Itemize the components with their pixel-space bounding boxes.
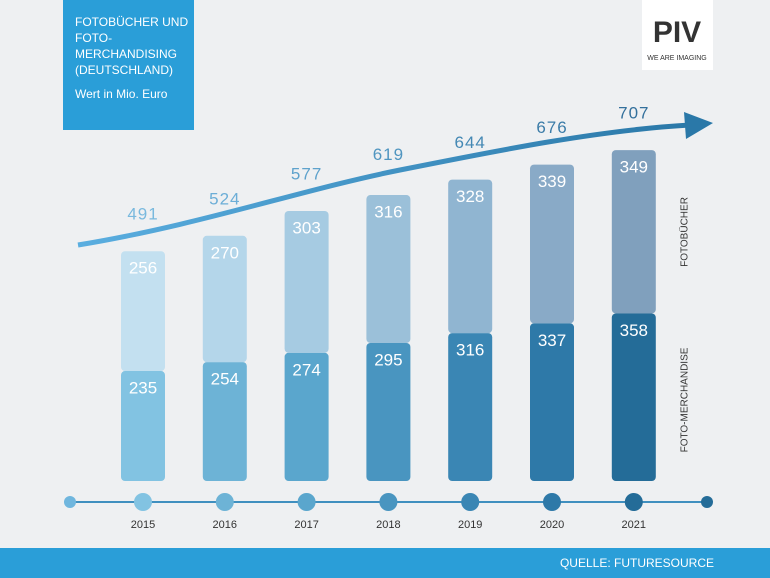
bar-segment <box>202 235 247 363</box>
timeline-dot <box>624 493 643 511</box>
data-label: 254 <box>211 370 239 389</box>
bar-segment <box>448 333 493 481</box>
footer-bar <box>0 548 770 578</box>
total-label: 491 <box>127 205 158 224</box>
source: QUELLE: FUTURESOURCE <box>560 556 714 570</box>
x-tick-label: 2015 <box>131 519 155 531</box>
total-label: 644 <box>455 133 486 152</box>
x-tick-label: 2018 <box>376 519 400 531</box>
arrow-head <box>684 112 713 139</box>
data-label: 339 <box>538 172 566 191</box>
data-label: 316 <box>374 203 402 222</box>
data-label: 235 <box>129 379 157 398</box>
data-label: 358 <box>620 321 648 340</box>
data-label: 295 <box>374 350 402 369</box>
data-label: 349 <box>620 158 648 177</box>
total-label: 577 <box>291 164 322 183</box>
legend-label: FOTO-MERCHANDISE <box>680 347 691 452</box>
chart-title: FOTOBÜCHER UND FOTO-MERCHANDISING (DEUTS… <box>75 15 189 77</box>
bar-segment <box>611 150 656 314</box>
bar-segment <box>366 195 411 343</box>
timeline-dot <box>543 493 561 511</box>
timeline-dot <box>461 493 480 511</box>
x-tick-label: 2016 <box>213 519 237 531</box>
total-label: 707 <box>618 104 649 123</box>
bar-segment <box>530 323 574 481</box>
timeline-dot <box>64 496 76 508</box>
bar-segment <box>121 251 165 372</box>
x-tick-label: 2021 <box>622 519 646 531</box>
total-label: 619 <box>373 145 404 164</box>
chart-subtitle: Wert in Mio. Euro <box>75 87 168 101</box>
trend-arrow <box>77 122 691 248</box>
title-box <box>63 0 194 130</box>
timeline-dot <box>215 493 234 511</box>
data-label: 328 <box>456 187 484 206</box>
legend-label: FOTOBÜCHER <box>679 197 691 267</box>
data-label: 303 <box>292 218 320 237</box>
timeline-dot <box>134 493 152 511</box>
data-label: 256 <box>129 259 157 278</box>
bar-segment <box>366 342 411 481</box>
data-label: 316 <box>456 341 484 360</box>
bar-segment <box>202 362 247 481</box>
bar-segment <box>121 371 165 481</box>
bar-segment <box>611 313 656 481</box>
timeline-dot <box>379 493 398 511</box>
total-label: 524 <box>209 189 240 208</box>
x-tick-label: 2019 <box>458 519 482 531</box>
bar-segment <box>530 164 574 324</box>
bar-segment <box>448 179 493 334</box>
title-wrap: FOTOBÜCHER UND FOTO-MERCHANDISING (DEUTS… <box>75 14 190 102</box>
data-label: 270 <box>211 243 239 262</box>
x-tick-label: 2017 <box>294 519 318 531</box>
data-label: 274 <box>292 360 320 379</box>
bar-segment <box>284 352 329 481</box>
timeline-dot <box>297 493 316 511</box>
total-label: 676 <box>536 118 567 137</box>
bar-segment <box>284 210 329 353</box>
x-tick-label: 2020 <box>540 519 564 531</box>
timeline-dot <box>701 496 713 508</box>
title-holder: FOTOBÜCHER UND FOTO-MERCHANDISING (DEUTS… <box>75 14 190 102</box>
data-label: 337 <box>538 331 566 350</box>
logo-box <box>642 0 713 70</box>
logo: PIV <box>653 16 701 49</box>
logo-tagline: WE ARE IMAGING <box>647 55 707 62</box>
